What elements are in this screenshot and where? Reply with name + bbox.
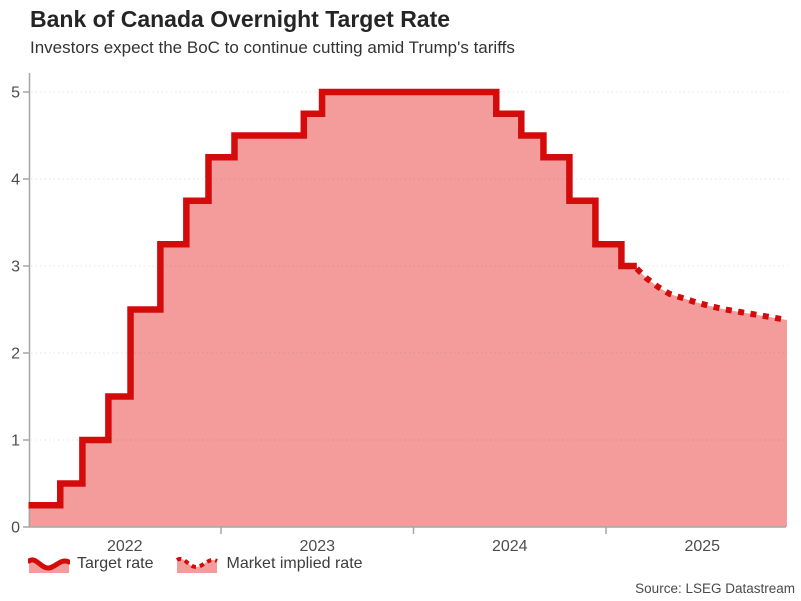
y-tick-label: 4 xyxy=(11,172,20,189)
chart-legend: Target rate Market implied rate xyxy=(28,554,363,574)
chart-subtitle: Investors expect the BoC to continue cut… xyxy=(30,38,515,57)
y-tick-label: 5 xyxy=(11,85,20,102)
chart-header: Bank of Canada Overnight Target Rate Inv… xyxy=(30,6,515,58)
target-rate-line xyxy=(28,88,637,509)
legend-label-market-implied-rate: Market implied rate xyxy=(226,555,363,572)
x-tick-label: 2025 xyxy=(684,538,720,555)
area-fill xyxy=(28,92,787,527)
x-tick-label: 2022 xyxy=(107,538,143,555)
x-tick-label: 2023 xyxy=(299,538,335,555)
y-tick-label: 1 xyxy=(11,433,20,450)
chart-title: Bank of Canada Overnight Target Rate xyxy=(30,6,451,32)
target-rate-legend-icon xyxy=(28,557,70,573)
y-tick-label: 3 xyxy=(11,259,20,276)
y-tick-label: 2 xyxy=(11,346,20,363)
market-implied-legend-icon xyxy=(176,556,219,573)
legend-item-target-rate: Target rate xyxy=(28,554,153,574)
legend-label-target-rate: Target rate xyxy=(77,555,154,572)
market-implied-line xyxy=(634,266,788,323)
legend-item-market-implied-rate: Market implied rate xyxy=(175,554,363,574)
x-tick-label: 2024 xyxy=(492,538,528,555)
y-tick-label: 0 xyxy=(11,520,20,537)
source-note: Source: LSEG Datastream xyxy=(635,581,795,596)
